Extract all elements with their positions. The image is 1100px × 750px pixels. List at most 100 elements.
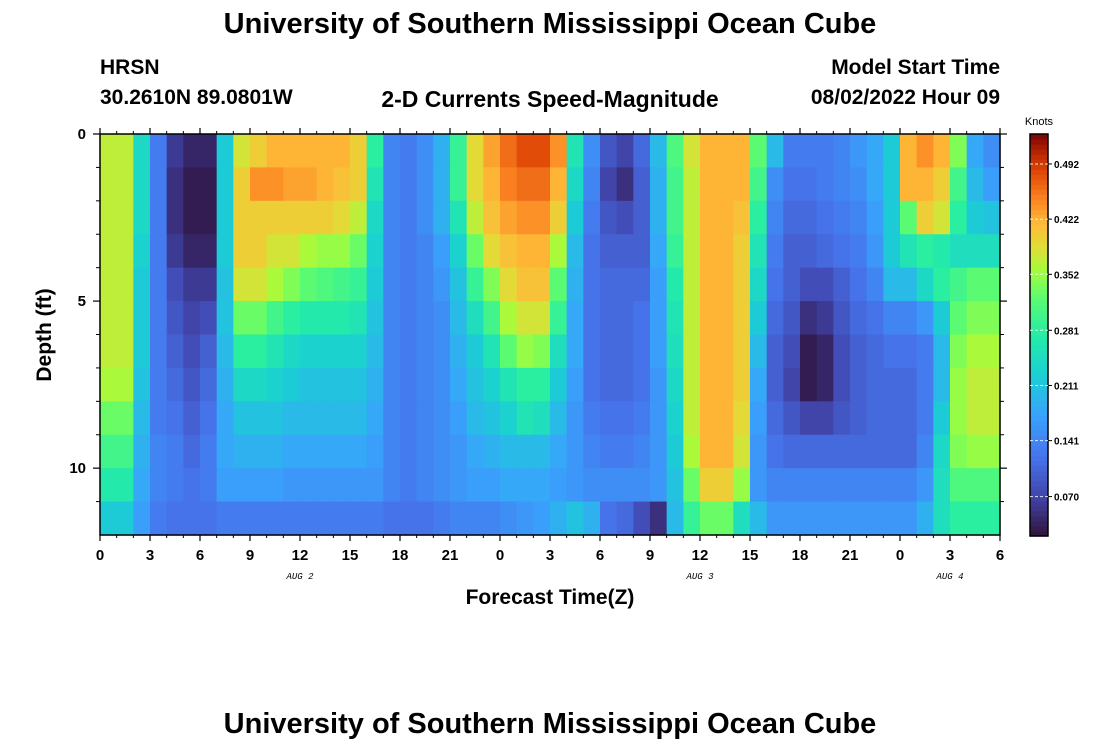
heatmap-cell bbox=[800, 200, 818, 235]
heatmap-cell bbox=[166, 167, 184, 202]
heatmap-cell bbox=[550, 134, 568, 169]
heatmap-cell bbox=[550, 234, 568, 269]
heatmap-cell bbox=[433, 501, 451, 536]
heatmap-cell bbox=[966, 200, 984, 235]
heatmap-cell bbox=[300, 434, 318, 469]
colorbar-segment bbox=[1030, 224, 1048, 231]
heatmap-cell bbox=[183, 334, 201, 369]
heatmap-cell bbox=[900, 267, 918, 302]
heatmap-cell bbox=[666, 134, 684, 169]
colorbar-segment bbox=[1030, 490, 1048, 497]
heatmap-cell bbox=[900, 301, 918, 336]
heatmap-cell bbox=[533, 468, 551, 503]
heatmap-cell bbox=[633, 401, 651, 436]
heatmap-cell bbox=[400, 301, 418, 336]
heatmap-cell bbox=[800, 468, 818, 503]
heatmap-cell bbox=[450, 200, 468, 235]
heatmap-cell bbox=[366, 267, 384, 302]
colorbar-tick-label: 0.141 bbox=[1054, 437, 1079, 448]
heatmap-cell bbox=[800, 367, 818, 402]
colorbar-segment bbox=[1030, 500, 1048, 507]
colorbar-segment bbox=[1030, 154, 1048, 160]
heatmap-cell bbox=[250, 134, 268, 169]
x-tick-label: 0 bbox=[896, 547, 904, 564]
heatmap-cell bbox=[666, 468, 684, 503]
heatmap-cell bbox=[150, 234, 168, 269]
heatmap-cell bbox=[550, 501, 568, 536]
heatmap-cell bbox=[233, 334, 251, 369]
heatmap-cell bbox=[883, 234, 901, 269]
heatmap-cell bbox=[600, 501, 618, 536]
heatmap-cell bbox=[883, 301, 901, 336]
heatmap-cell bbox=[500, 200, 518, 235]
heatmap-cell bbox=[200, 367, 218, 402]
y-tick-label: 10 bbox=[69, 460, 86, 477]
colorbar-border bbox=[1029, 133, 1049, 537]
heatmap-cell bbox=[100, 401, 118, 436]
heatmap-cell bbox=[633, 468, 651, 503]
heatmap-cell bbox=[216, 167, 234, 202]
heatmap-cell bbox=[116, 200, 134, 235]
heatmap-cell bbox=[133, 301, 151, 336]
y-tick-label: 5 bbox=[78, 293, 86, 310]
colorbar-segment bbox=[1030, 264, 1048, 271]
heatmap-cell bbox=[700, 301, 718, 336]
heatmap-cell bbox=[733, 401, 751, 436]
heatmap-cell bbox=[433, 167, 451, 202]
heatmap-cell bbox=[416, 200, 434, 235]
heatmap-cell bbox=[516, 301, 534, 336]
heatmap-cell bbox=[716, 501, 734, 536]
heatmap-cell bbox=[250, 367, 268, 402]
heatmap-cell bbox=[616, 301, 634, 336]
heatmap-cell bbox=[233, 134, 251, 169]
heatmap-cell bbox=[416, 234, 434, 269]
heatmap-cell bbox=[483, 267, 501, 302]
heatmap-cell bbox=[383, 301, 401, 336]
colorbar-segment bbox=[1030, 219, 1048, 226]
heatmap-cell bbox=[816, 367, 834, 402]
heatmap-cell bbox=[216, 234, 234, 269]
heatmap-cell bbox=[200, 200, 218, 235]
heatmap-cell bbox=[583, 200, 601, 235]
heatmap-cell bbox=[400, 334, 418, 369]
heatmap-cell bbox=[466, 134, 484, 169]
colorbar-segment bbox=[1030, 450, 1048, 457]
heatmap-cell bbox=[916, 501, 934, 536]
heatmap-cell bbox=[833, 468, 851, 503]
heatmap-cell bbox=[500, 167, 518, 202]
heatmap-cell bbox=[783, 234, 801, 269]
heatmap-cell bbox=[600, 200, 618, 235]
heatmap-cell bbox=[800, 167, 818, 202]
heatmap-cell bbox=[166, 267, 184, 302]
colorbar-segment bbox=[1030, 350, 1048, 356]
heatmap-cell bbox=[200, 434, 218, 469]
heatmap-cell bbox=[100, 200, 118, 235]
x-tick-label: 0 bbox=[496, 547, 504, 564]
heatmap-cell bbox=[533, 334, 551, 369]
heatmap-cell bbox=[183, 367, 201, 402]
heatmap-cell bbox=[600, 234, 618, 269]
colorbar-segment bbox=[1030, 520, 1048, 527]
heatmap-cell bbox=[616, 468, 634, 503]
heatmap-cell bbox=[316, 334, 334, 369]
heatmap-cell bbox=[150, 200, 168, 235]
heatmap-cell bbox=[166, 301, 184, 336]
heatmap-cell bbox=[233, 434, 251, 469]
heatmap-cell bbox=[100, 334, 118, 369]
heatmap-cell bbox=[183, 267, 201, 302]
heatmap-cell bbox=[700, 367, 718, 402]
x-tick-label: 3 bbox=[146, 547, 154, 564]
heatmap-cell bbox=[316, 468, 334, 503]
heatmap-cell bbox=[750, 367, 768, 402]
heatmap-cell bbox=[866, 267, 884, 302]
heatmap-cell bbox=[950, 267, 968, 302]
heatmap-cell bbox=[400, 134, 418, 169]
heatmap-cell bbox=[833, 401, 851, 436]
heatmap-cell bbox=[116, 167, 134, 202]
heatmap-cell bbox=[516, 200, 534, 235]
heatmap-cell bbox=[833, 367, 851, 402]
heatmap-cell bbox=[433, 401, 451, 436]
colorbar-segment bbox=[1030, 289, 1048, 296]
heatmap-cell bbox=[533, 501, 551, 536]
heatmap-cell bbox=[133, 434, 151, 469]
